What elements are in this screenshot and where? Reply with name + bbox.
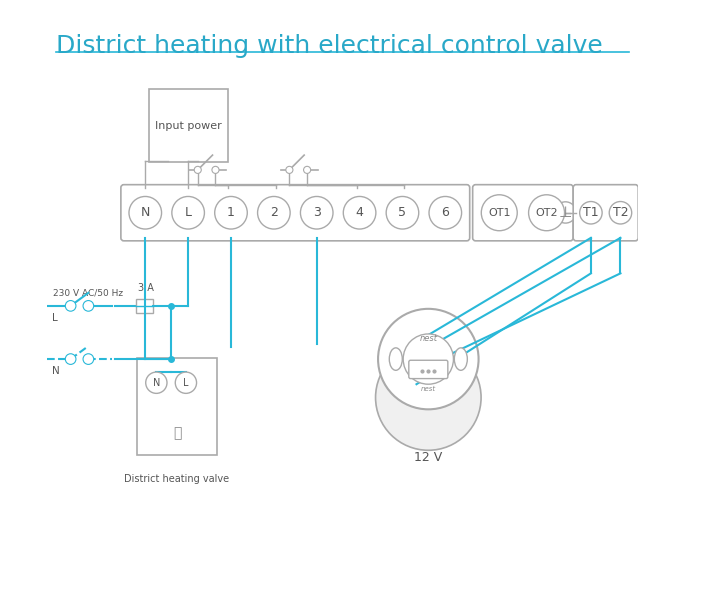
Circle shape xyxy=(579,201,602,224)
Text: L: L xyxy=(52,312,58,323)
FancyBboxPatch shape xyxy=(121,185,470,241)
Circle shape xyxy=(555,202,576,223)
Text: N: N xyxy=(141,206,150,219)
Text: nest: nest xyxy=(421,386,436,391)
Circle shape xyxy=(175,372,197,393)
FancyBboxPatch shape xyxy=(573,185,638,241)
Text: L: L xyxy=(183,378,189,388)
FancyBboxPatch shape xyxy=(135,299,154,313)
Circle shape xyxy=(66,354,76,364)
Circle shape xyxy=(378,309,478,409)
FancyBboxPatch shape xyxy=(138,358,217,455)
Circle shape xyxy=(83,354,94,364)
Text: 5: 5 xyxy=(398,206,406,219)
Circle shape xyxy=(344,197,376,229)
FancyBboxPatch shape xyxy=(409,360,448,378)
Text: 4: 4 xyxy=(356,206,363,219)
Circle shape xyxy=(212,166,219,173)
Text: Input power: Input power xyxy=(156,121,222,131)
Ellipse shape xyxy=(454,348,467,370)
Circle shape xyxy=(215,197,248,229)
Text: N: N xyxy=(52,366,60,376)
Circle shape xyxy=(386,197,419,229)
Circle shape xyxy=(286,166,293,173)
Circle shape xyxy=(301,197,333,229)
Text: 2: 2 xyxy=(270,206,278,219)
Circle shape xyxy=(609,201,632,224)
Circle shape xyxy=(304,166,311,173)
Text: OT1: OT1 xyxy=(488,208,510,218)
Circle shape xyxy=(429,197,462,229)
Text: ⏚: ⏚ xyxy=(173,426,181,440)
Text: 6: 6 xyxy=(441,206,449,219)
Circle shape xyxy=(172,197,205,229)
Text: 1: 1 xyxy=(227,206,235,219)
Circle shape xyxy=(529,195,564,230)
Text: 12 V: 12 V xyxy=(414,451,443,464)
Text: District heating valve: District heating valve xyxy=(124,475,229,484)
Text: OT2: OT2 xyxy=(535,208,558,218)
Circle shape xyxy=(376,345,481,450)
Circle shape xyxy=(403,334,454,384)
Text: 230 V AC/50 Hz: 230 V AC/50 Hz xyxy=(53,288,123,297)
FancyBboxPatch shape xyxy=(149,89,229,162)
Circle shape xyxy=(146,372,167,393)
Circle shape xyxy=(129,197,162,229)
Circle shape xyxy=(481,195,517,230)
Text: 3 A: 3 A xyxy=(138,283,154,293)
Text: N: N xyxy=(153,378,160,388)
Circle shape xyxy=(83,301,94,311)
Ellipse shape xyxy=(389,348,403,370)
Text: nest: nest xyxy=(419,334,438,343)
FancyBboxPatch shape xyxy=(472,185,573,241)
Text: District heating with electrical control valve: District heating with electrical control… xyxy=(56,34,603,58)
Circle shape xyxy=(258,197,290,229)
Text: T2: T2 xyxy=(613,206,628,219)
Circle shape xyxy=(66,301,76,311)
Circle shape xyxy=(194,166,201,173)
Text: ⊥: ⊥ xyxy=(559,205,572,220)
Text: L: L xyxy=(185,206,191,219)
Text: T1: T1 xyxy=(583,206,598,219)
Text: 3: 3 xyxy=(313,206,320,219)
